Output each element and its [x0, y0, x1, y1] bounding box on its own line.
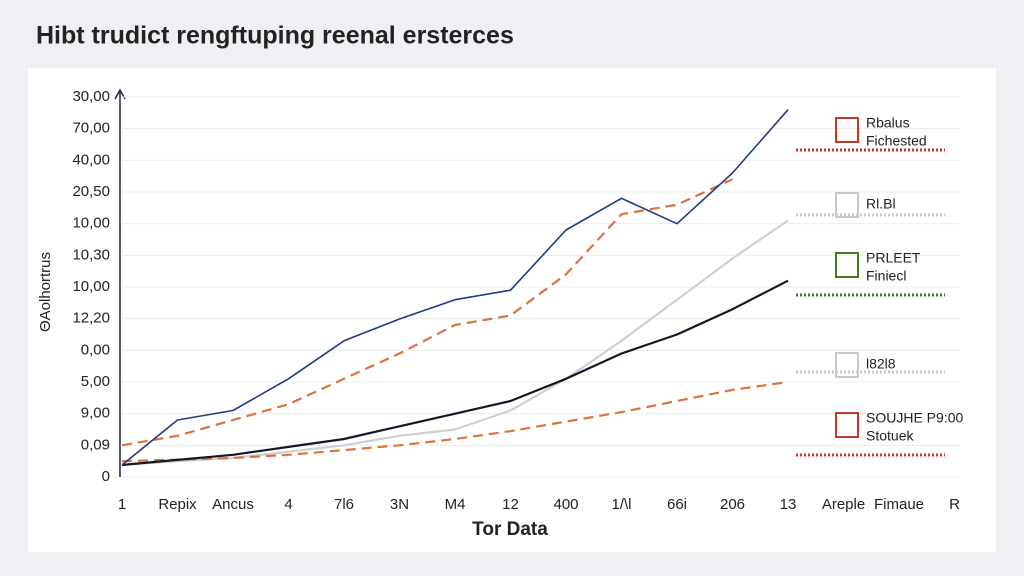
- annotation-text: SOUJHE P9:00: [866, 410, 963, 426]
- y-tick-label: 30,00: [72, 88, 110, 105]
- y-tick-label: 20,50: [72, 183, 110, 200]
- y-tick-label: 10,30: [72, 246, 110, 263]
- annotation-icon: [835, 352, 859, 378]
- y-tick-label: 40,00: [72, 151, 110, 168]
- annotation-text: Rbalus: [866, 115, 910, 131]
- x-tick-label: 66i: [667, 496, 687, 513]
- y-tick-label: 10,00: [72, 278, 110, 295]
- series-line: [121, 219, 789, 467]
- series-line: [121, 109, 789, 466]
- x-tick-label: 7l6: [334, 496, 354, 513]
- x-tick-label: R: [949, 496, 960, 513]
- x-tick-label: Ancus: [212, 496, 254, 513]
- x-tick-label: 3N: [390, 496, 409, 513]
- annotation-text: Rl.Bl: [866, 196, 896, 212]
- x-axis-label: Tor Data: [472, 519, 548, 540]
- y-tick-label: 9,00: [81, 405, 110, 422]
- x-tick-label: Fimaue: [874, 496, 924, 513]
- annotation-icon: [835, 117, 859, 143]
- y-tick-label: 0,00: [81, 341, 110, 358]
- series-line: [121, 178, 733, 447]
- series-line: [121, 279, 789, 467]
- x-tick-label: Repix: [158, 496, 197, 513]
- y-tick-label: 0,09: [81, 436, 110, 453]
- y-axis-label: ΘAolhortrus: [37, 252, 54, 332]
- annotation-icon: [835, 192, 859, 218]
- x-tick-label: 4: [284, 496, 292, 513]
- annotation-text: PRLEET: [866, 250, 921, 266]
- annotation-text: Stotuek: [866, 428, 914, 444]
- x-tick-label: 1/\l: [611, 496, 631, 513]
- y-tick-label: 70,00: [72, 120, 110, 137]
- x-tick-label: 400: [553, 496, 578, 513]
- chart-title: Hibt trudict rengftuping reenal ersterce…: [36, 22, 514, 50]
- x-tick-label: 1: [118, 496, 126, 513]
- x-tick-label: 206: [720, 496, 745, 513]
- y-tick-label: 10,00: [72, 215, 110, 232]
- annotation-icon: [835, 412, 859, 438]
- y-tick-label: 12,20: [72, 310, 110, 327]
- x-tick-label: Areple: [822, 496, 865, 513]
- x-tick-label: 12: [502, 496, 519, 513]
- y-axis-arrow: [114, 88, 126, 100]
- annotation-text: Finiecl: [866, 268, 906, 284]
- annotation-text: l82l8: [866, 356, 896, 372]
- annotation-text: Fichested: [866, 133, 927, 149]
- y-tick-label: 0: [102, 468, 110, 485]
- x-tick-label: 13: [780, 496, 797, 513]
- x-tick-label: M4: [445, 496, 466, 513]
- annotation-icon: [835, 252, 859, 278]
- card: [28, 68, 996, 552]
- y-tick-label: 5,00: [81, 373, 110, 390]
